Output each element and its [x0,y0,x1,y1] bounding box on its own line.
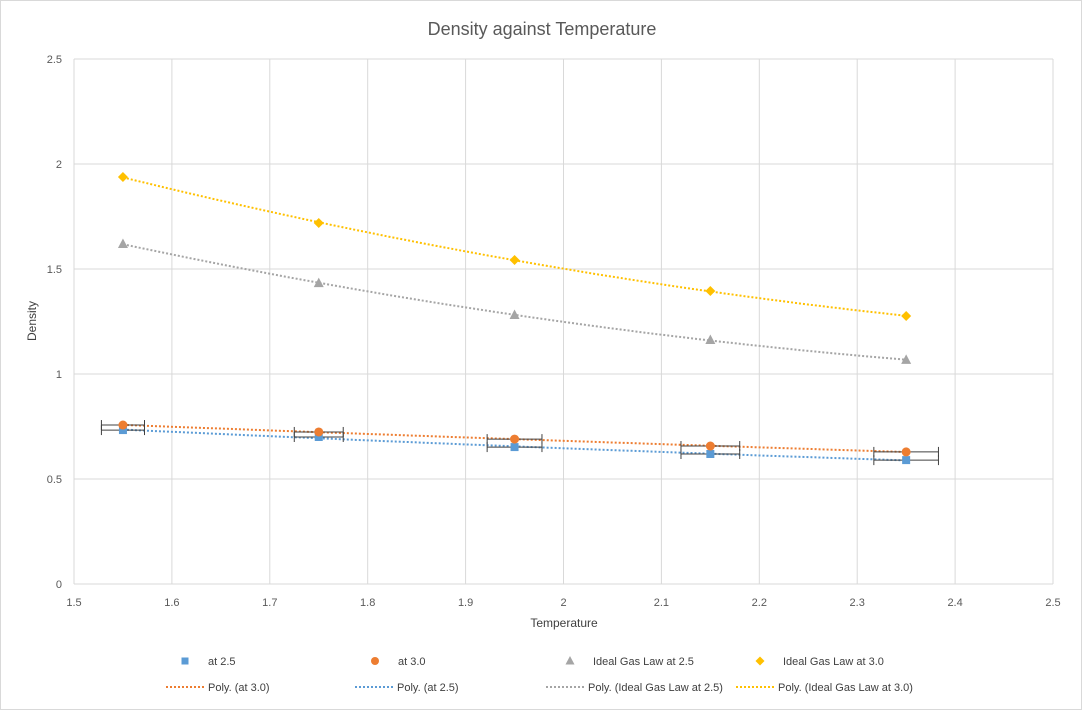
legend: at 2.5 at 3.0 Ideal Gas Law at 2.5 Ideal Ga… [166,656,913,694]
x-tick-label: 2.2 [752,597,767,609]
chart-title: Density against Temperature [428,19,657,39]
data-point [313,218,324,229]
x-tick-label: 1.9 [458,597,473,609]
y-tick-label: 0.5 [47,474,62,486]
x-tick-label: 2.4 [947,597,962,609]
y-tick-label: 1.5 [47,264,62,276]
legend-label: at 2.5 [208,656,236,668]
y-tick-label: 2 [56,159,62,171]
data-point [705,334,716,344]
data-point [509,254,520,265]
data-point [510,443,519,452]
legend-marker [565,656,575,665]
data-point [901,354,912,364]
legend-entry: Ideal Gas Law at 2.5 [565,656,694,668]
legend-entry: Poly. (at 2.5) [355,682,459,694]
x-tick-label: 1.6 [164,597,179,609]
legend-label: Poly. (Ideal Gas Law at 2.5) [588,682,723,694]
legend-marker [371,657,379,665]
legend-entry: at 2.5 [181,656,236,668]
legend-entry: Poly. (Ideal Gas Law at 2.5) [546,682,723,694]
y-tick-label: 1 [56,369,62,381]
y-axis-label: Density [25,301,39,341]
x-tick-label: 2.1 [654,597,669,609]
x-tick-label: 1.7 [262,597,277,609]
trendline [122,428,907,462]
data-point [901,447,911,457]
y-axis-ticks: 0 0.5 1 1.5 2 2.5 [47,54,62,591]
legend-label: Ideal Gas Law at 3.0 [783,656,884,668]
data-point [902,456,911,465]
gridlines [73,58,1054,585]
legend-label: at 3.0 [398,656,426,668]
legend-label: Ideal Gas Law at 2.5 [593,656,694,668]
legend-marker [181,657,189,665]
data-point [314,427,324,437]
legend-marker [755,656,765,666]
data-point [901,311,912,322]
data-point [705,286,716,297]
x-tick-label: 1.8 [360,597,375,609]
data-point [117,238,128,249]
legend-entry: at 3.0 [371,656,426,668]
trendline [122,423,907,453]
x-tick-label: 2.5 [1045,597,1060,609]
y-tick-label: 2.5 [47,54,62,66]
x-tick-label: 1.5 [66,597,81,609]
data-point [510,434,520,444]
data-point [118,426,127,435]
legend-entry: Poly. (Ideal Gas Law at 3.0) [736,682,913,694]
x-tick-label: 2 [560,597,566,609]
data-point [314,433,323,441]
data-point [118,420,128,430]
x-axis-ticks: 1.5 1.6 1.7 1.8 1.9 2 2.1 2.2 2.3 2.4 2.5 [66,597,1060,609]
x-axis-label: Temperature [530,616,598,630]
data-point [313,277,324,288]
y-tick-label: 0 [56,579,62,591]
legend-entry: Poly. (at 3.0) [166,682,270,694]
data-point [509,309,520,319]
trendline [122,176,907,317]
data-point [117,172,128,183]
data-points [117,172,912,465]
x-tick-label: 2.3 [850,597,865,609]
legend-label: Poly. (at 3.0) [208,682,270,694]
legend-label: Poly. (Ideal Gas Law at 3.0) [778,682,913,694]
data-point [705,441,715,451]
legend-label: Poly. (at 2.5) [397,682,459,694]
error-bars [100,420,939,466]
data-point [706,450,715,459]
legend-entry: Ideal Gas Law at 3.0 [755,656,884,668]
